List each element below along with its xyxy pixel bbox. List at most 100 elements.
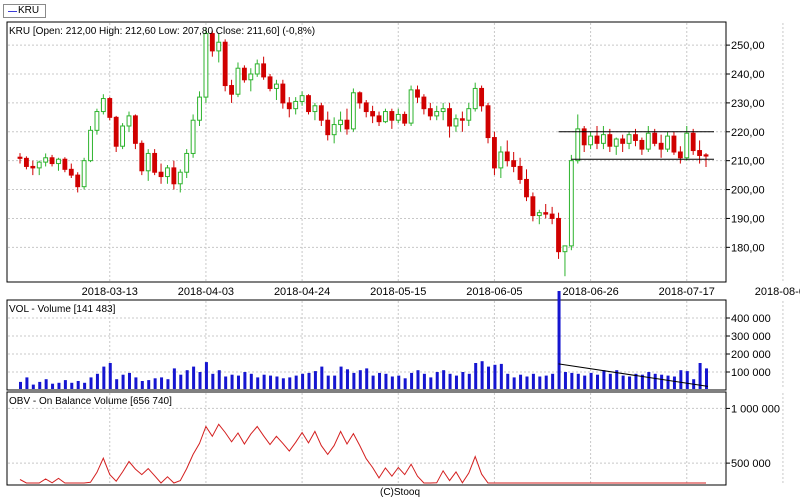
volume-bar	[660, 374, 664, 389]
volume-bar	[647, 372, 651, 389]
volume-bar	[435, 372, 439, 389]
volume-bar	[365, 368, 369, 389]
candle-down	[633, 134, 638, 141]
candle-down	[485, 105, 491, 139]
volume-bar	[666, 375, 670, 389]
candle-up	[94, 111, 100, 131]
candle-up	[177, 171, 183, 185]
candle-down	[357, 92, 363, 104]
volume-bar	[63, 380, 67, 389]
candle-down	[479, 87, 485, 107]
candle-down	[171, 167, 177, 185]
candle-up	[197, 96, 202, 121]
volume-bar	[557, 291, 561, 389]
candle-up	[434, 111, 440, 117]
candle-up	[126, 115, 132, 127]
candle-up	[254, 63, 260, 75]
candle-down	[280, 83, 286, 104]
candle-down	[524, 178, 529, 198]
volume-bar	[236, 375, 240, 389]
candle-down	[671, 135, 677, 153]
volume-bar	[134, 377, 138, 389]
candle-down	[261, 63, 267, 78]
volume-bar	[147, 380, 151, 389]
candle-up	[120, 125, 126, 147]
legend-line-icon	[8, 11, 17, 12]
candle-down	[344, 119, 350, 130]
candle-down	[421, 96, 427, 110]
candle-down	[132, 115, 138, 144]
volume-bar	[25, 377, 29, 389]
price-y-tick-label: 180,00	[731, 242, 765, 254]
volume-bar	[275, 376, 279, 389]
volume-bar	[76, 381, 80, 389]
volume-bar	[467, 373, 471, 389]
volume-bar	[326, 375, 330, 389]
volume-bar	[416, 370, 420, 389]
candle-up	[338, 119, 343, 126]
candle-up	[88, 129, 93, 162]
volume-bar	[615, 370, 619, 389]
candle-down	[511, 160, 517, 167]
candle-up	[575, 128, 581, 162]
candle-up	[665, 135, 670, 150]
price-y-tick-label: 210,00	[731, 156, 765, 168]
volume-bar	[249, 373, 253, 389]
volume-bar	[403, 378, 407, 389]
candle-down	[23, 157, 29, 167]
volume-bar	[224, 376, 228, 389]
candle-up	[588, 135, 594, 146]
volume-bar	[153, 378, 157, 389]
volume-bar	[121, 374, 125, 389]
candle-down	[690, 132, 696, 152]
volume-bar	[339, 366, 343, 389]
volume-bar	[685, 371, 689, 389]
volume-bar	[672, 376, 676, 389]
symbol-legend[interactable]: KRU	[3, 4, 46, 18]
volume-bar	[217, 370, 221, 389]
candle-up	[453, 118, 459, 127]
candle-up	[568, 160, 574, 247]
volume-bar	[563, 372, 567, 389]
candle-down	[677, 151, 683, 159]
candle-down	[318, 105, 324, 121]
volume-bar	[256, 377, 260, 389]
candle-down	[152, 152, 158, 173]
volume-bar	[31, 384, 35, 389]
candle-down	[306, 95, 311, 113]
volume-bar	[83, 382, 87, 389]
candle-up	[312, 105, 318, 113]
price-y-tick-label: 250,00	[731, 40, 765, 52]
candle-up	[293, 100, 299, 110]
volume-bar	[333, 375, 337, 389]
vol-y-tick-label: 200 000	[731, 349, 771, 361]
candle-down	[427, 108, 433, 117]
candle-up	[248, 73, 254, 81]
volume-bar	[352, 372, 356, 389]
x-tick-label: 2018-06-05	[466, 286, 522, 298]
volume-bar	[108, 363, 112, 389]
volume-bar	[211, 373, 215, 389]
candle-down	[209, 33, 215, 52]
price-panel-frame	[6, 21, 727, 283]
candle-down	[402, 113, 408, 124]
volume-bar	[172, 368, 176, 389]
volume-bar	[44, 379, 48, 389]
candle-up	[645, 132, 651, 150]
price-y-tick-label: 200,00	[731, 185, 765, 197]
volume-bar	[499, 363, 503, 389]
candle-up	[81, 160, 87, 188]
candle-down	[107, 98, 113, 118]
obv-y-tick-label: 1 000 000	[731, 403, 780, 415]
volume-bar	[422, 373, 426, 389]
candle-down	[17, 156, 23, 159]
x-tick-label: 2018-03-13	[82, 286, 138, 298]
volume-bar	[384, 373, 388, 389]
candle-down	[607, 134, 613, 147]
volume-bar	[640, 374, 644, 389]
candle-down	[652, 132, 658, 144]
volume-bar	[544, 375, 548, 389]
volume-bar	[698, 363, 702, 389]
candle-up	[331, 124, 337, 136]
candle-down	[459, 118, 465, 121]
